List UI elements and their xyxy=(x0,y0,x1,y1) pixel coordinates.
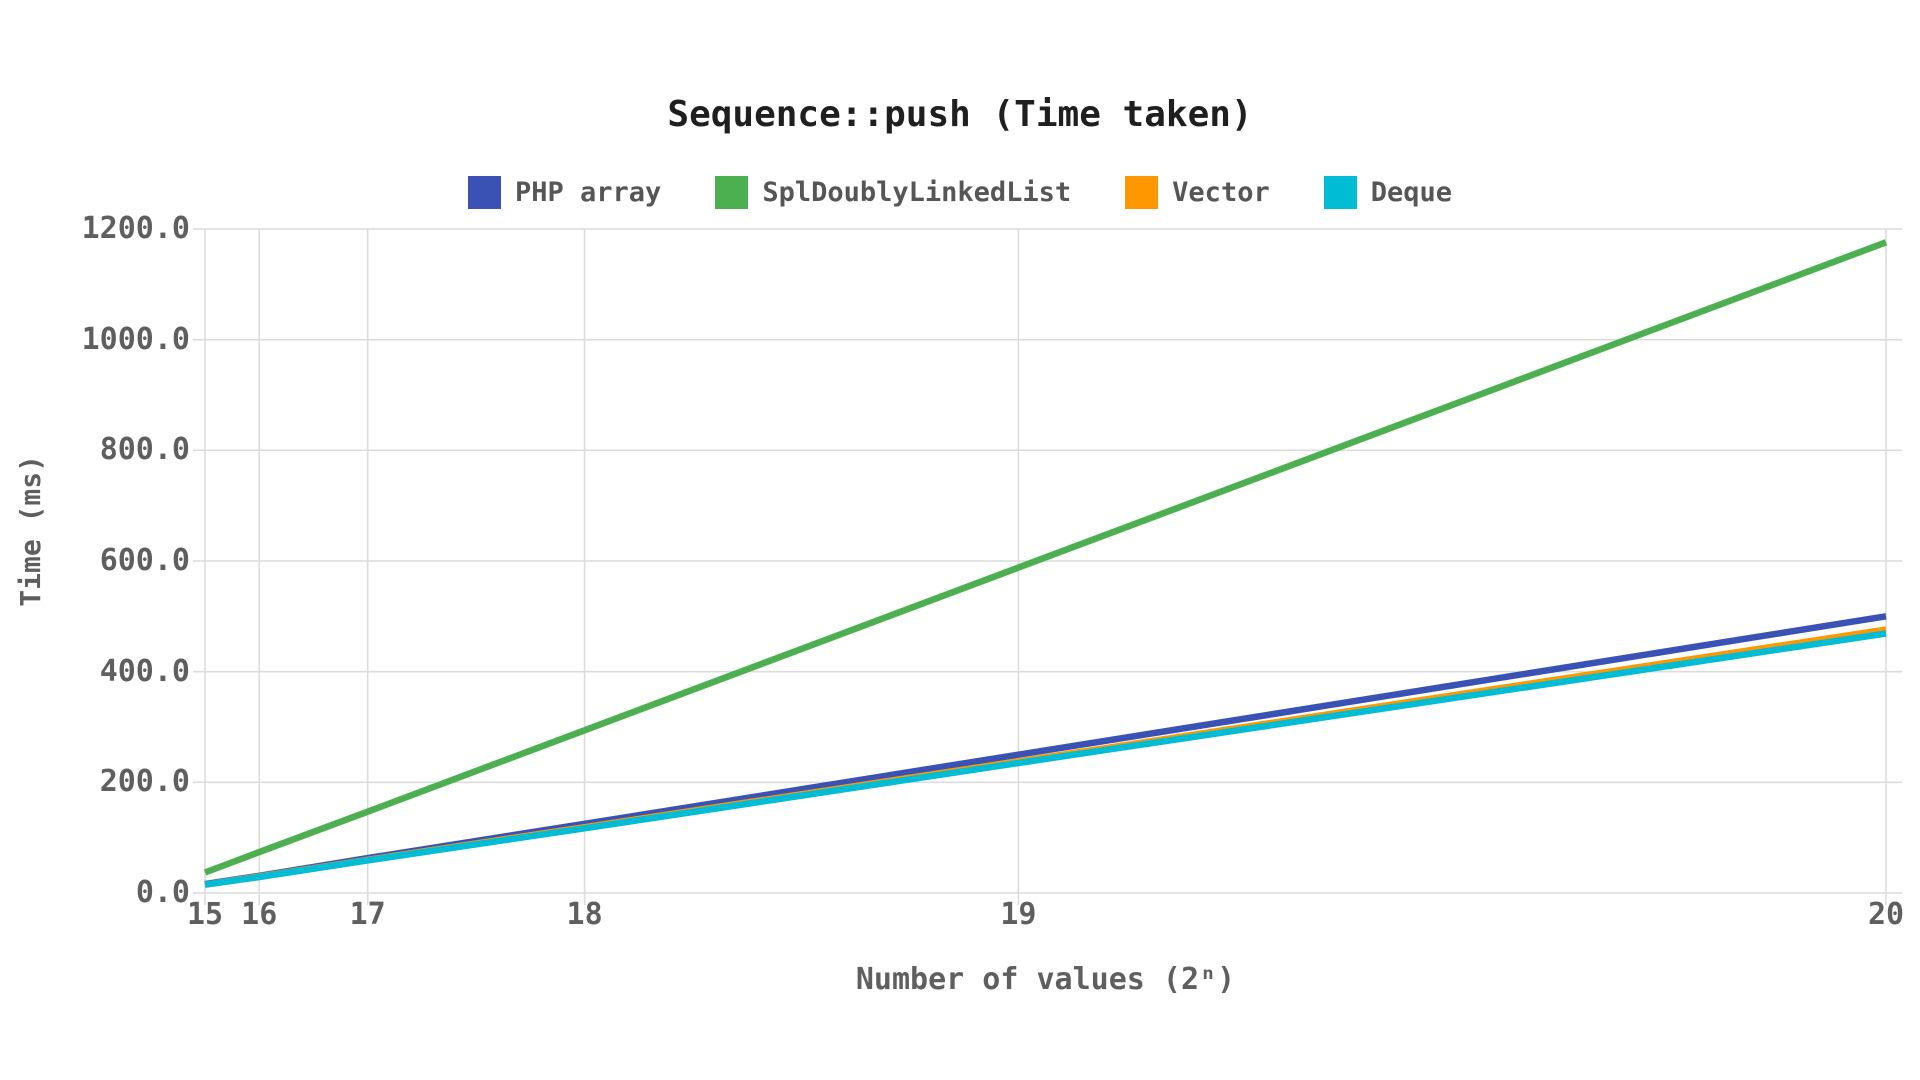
legend-item-php-array: PHP array xyxy=(468,176,661,209)
legend-label: Vector xyxy=(1172,177,1270,208)
x-tick-label: 20 xyxy=(1867,897,1905,932)
legend-swatch-icon xyxy=(715,176,749,209)
series-line-spldoublylinkedlist xyxy=(203,239,1888,876)
legend-label: PHP array xyxy=(515,177,662,208)
x-axis-title: Number of values (2ⁿ) xyxy=(855,962,1236,997)
legend-item-vector: Vector xyxy=(1125,176,1270,209)
series-lines xyxy=(203,239,1888,888)
x-tick-label: 15 xyxy=(186,897,224,932)
x-tick-label: 16 xyxy=(241,897,278,932)
y-tick-label: 0.0 xyxy=(135,875,190,910)
legend-label: SplDoublyLinkedList xyxy=(762,177,1072,208)
legend-label: Deque xyxy=(1370,177,1452,208)
legend-swatch-icon xyxy=(468,176,501,209)
y-tick-label: 1000.0 xyxy=(81,321,190,357)
legend-swatch-icon xyxy=(1323,176,1357,209)
y-tick-label: 1200.0 xyxy=(81,211,190,246)
x-tick-label: 17 xyxy=(349,897,386,932)
y-tick-label: 400.0 xyxy=(99,653,190,689)
y-tick-label: 800.0 xyxy=(99,432,190,468)
y-tick-label: 600.0 xyxy=(99,543,190,578)
y-tick-label: 200.0 xyxy=(99,764,190,800)
series-line-deque xyxy=(204,630,1887,888)
legend-swatch-icon xyxy=(1125,176,1159,209)
legend-item-deque: Deque xyxy=(1323,176,1452,209)
y-axis-title: Time (ms) xyxy=(14,455,47,607)
x-tick-label: 18 xyxy=(566,897,603,932)
chart-title: Sequence::push (Time taken) xyxy=(667,94,1253,135)
x-tick-label: 19 xyxy=(1000,897,1037,932)
legend-item-spldoublylinkedlist: SplDoublyLinkedList xyxy=(715,176,1071,209)
legend: PHP array SplDoublyLinkedList Vector Deque xyxy=(0,176,1920,209)
